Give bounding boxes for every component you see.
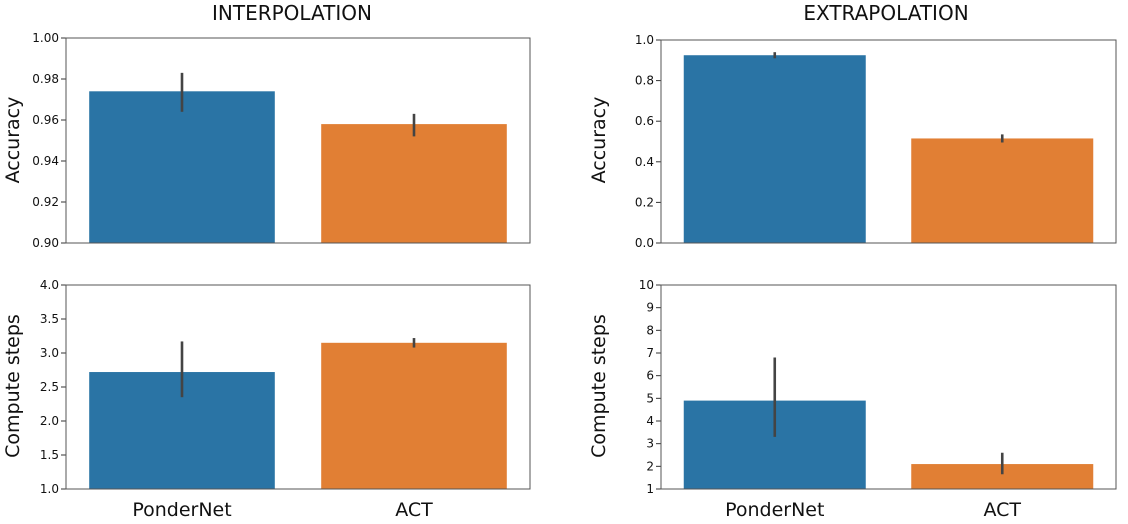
y-tick-label: 0.96 [32,113,59,127]
y-tick-label: 0.4 [635,155,654,169]
y-axis-label: Accuracy [2,97,24,184]
y-tick-label: 1.0 [635,33,654,47]
panel-extrapolation-accuracy: EXTRAPOLATION Accuracy 0.0 0.2 0.4 0.6 0.8 1.… [588,1,1117,250]
y-tick-label: 0.2 [635,195,654,209]
y-tick-label: 2 [646,459,654,473]
bar-act [321,342,507,489]
x-tick-label: PonderNet [132,499,231,521]
y-tick-label: 1.5 [40,448,59,462]
x-tick-label: ACT [983,499,1021,521]
y-tick-label: 2.0 [40,414,59,428]
bar-pondernet [89,91,275,243]
bar-pondernet [683,55,866,243]
bar-act [911,138,1094,243]
y-tick-label: 1.0 [40,482,59,496]
y-axis-label: Compute steps [588,314,610,458]
y-tick-label: 7 [646,346,654,360]
y-tick-label: 0.98 [32,72,59,86]
panel-interpolation-accuracy: INTERPOLATION Accuracy 0.90 0.92 0.94 0.96 0… [2,1,531,250]
y-tick-label: 3 [646,437,654,451]
y-tick-label: 6 [646,369,654,383]
panel-title: EXTRAPOLATION [803,1,968,25]
y-tick-label: 3.5 [40,312,59,326]
y-axis-label: Compute steps [2,314,24,458]
y-tick-label: 4 [646,414,654,428]
y-tick-label: 1 [646,482,654,496]
panel-extrapolation-compute-steps: Compute steps PonderNet ACT 1 2 3 4 5 6 7 8 9 10 [588,278,1117,521]
bar-act [321,124,507,243]
y-tick-label: 0.0 [635,236,654,250]
y-tick-label: 10 [639,278,654,292]
y-tick-label: 8 [646,323,654,337]
plot-frame [65,284,531,490]
y-tick-label: 2.5 [40,380,59,394]
panel-title: INTERPOLATION [212,1,372,25]
y-tick-label: 9 [646,301,654,315]
y-tick-label: 3.0 [40,346,59,360]
plot-frame [660,39,1117,244]
y-tick-label: 1.00 [32,31,59,45]
y-tick-label: 0.90 [32,236,59,250]
y-tick-label: 0.6 [635,114,654,128]
y-tick-label: 5 [646,391,654,405]
y-tick-label: 0.92 [32,195,59,209]
y-tick-label: 4.0 [40,278,59,292]
y-tick-label: 0.94 [32,154,59,168]
plot-frame [660,284,1117,490]
y-axis-label: Accuracy [588,97,610,184]
y-tick-label: 0.8 [635,74,654,88]
plot-frame [65,37,531,244]
panel-interpolation-compute-steps: Compute steps PonderNet ACT 1.0 1.5 2.0 2.5 3.… [2,278,531,521]
x-tick-label: PonderNet [725,499,824,521]
x-tick-label: ACT [395,499,433,521]
